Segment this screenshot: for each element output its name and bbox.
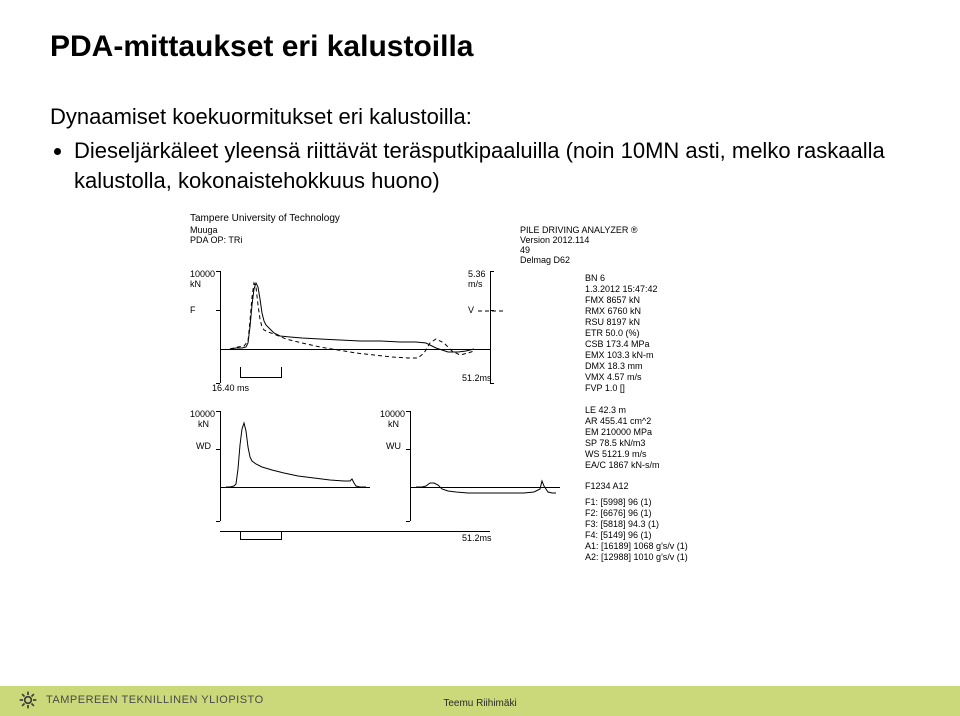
fb-line: F3: [5818] 94.3 (1) (585, 519, 688, 530)
slide: PDA-mittaukset eri kalustoilla Dynaamise… (0, 0, 960, 716)
uni-logo: TAMPEREEN TEKNILLINEN YLIOPISTO (18, 690, 264, 710)
mr-line: RMX 6760 kN (585, 306, 658, 317)
mr-line: RSU 8197 kN (585, 317, 658, 328)
fig-header-right4: Delmag D62 (520, 255, 570, 265)
bl-ytop: 10000 (190, 409, 215, 419)
lr-line: WS 5121.9 m/s (585, 449, 660, 460)
fig-header-left3: PDA OP: TRi (190, 235, 242, 245)
mr-line: FMX 8657 kN (585, 295, 658, 306)
bullet-list: Dieseljärkäleet yleensä riittävät teräsp… (50, 136, 910, 195)
fig-header-left2: Muuga (190, 225, 218, 235)
fb-line: A1: [16189] 1068 g's/v (1) (585, 541, 688, 552)
mr-line: EMX 103.3 kN-m (585, 350, 658, 361)
lr-line: EA/C 1867 kN-s/m (585, 460, 660, 471)
mid-right-block: BN 6 1.3.2012 15:47:42 FMX 8657 kN RMX 6… (585, 273, 658, 394)
lr-line: AR 455.41 cm^2 (585, 416, 660, 427)
pda-figure: Tampere University of Technology Muuga P… (190, 213, 850, 623)
bl-xright: 51.2ms (462, 533, 492, 543)
top-right-tick-mid (490, 310, 494, 311)
top-yl-var: F (190, 305, 196, 315)
bl-yvar: WD (196, 441, 211, 451)
br-yvar: WU (386, 441, 401, 451)
fig-header-right1: PILE DRIVING ANALYZER ® (520, 225, 638, 235)
br-yunit: kN (388, 419, 399, 429)
top-right-tick-top (490, 271, 494, 272)
footer: TAMPEREEN TEKNILLINEN YLIOPISTO Teemu Ri… (0, 668, 960, 716)
slide-title: PDA-mittaukset eri kalustoilla (50, 30, 910, 64)
bl-panel-svg (220, 411, 370, 531)
lower-right-block: LE 42.3 m AR 455.41 cm^2 EM 210000 MPa S… (585, 405, 660, 471)
br-ytop: 10000 (380, 409, 405, 419)
footer-author: Teemu Riihimäki (443, 698, 516, 709)
top-panel-svg (220, 271, 490, 391)
mr-line: FVP 1.0 [] (585, 383, 658, 394)
f-block: F1: [5998] 96 (1) F2: [6676] 96 (1) F3: … (585, 497, 688, 563)
br-panel-svg (410, 411, 560, 531)
fb-line: F4: [5149] 96 (1) (585, 530, 688, 541)
top-yl-unit: kN (190, 279, 201, 289)
fb-line: F1: [5998] 96 (1) (585, 497, 688, 508)
mr-line: ETR 50.0 (%) (585, 328, 658, 339)
slide-subtitle: Dynaamiset koekuormitukset eri kalustoil… (50, 104, 910, 130)
top-right-tick-bot (490, 383, 494, 384)
bullet-item: Dieseljärkäleet yleensä riittävät teräsp… (74, 136, 910, 195)
mr-line: VMX 4.57 m/s (585, 372, 658, 383)
top-right-yaxis (490, 271, 491, 383)
fb-line: A2: [12988] 1010 g's/v (1) (585, 552, 688, 563)
fig-header-right3: 49 (520, 245, 530, 255)
gear-icon (18, 690, 38, 710)
mr-line: CSB 173.4 MPa (585, 339, 658, 350)
mr-line: DMX 18.3 mm (585, 361, 658, 372)
mr-line: BN 6 (585, 273, 658, 284)
bl-yunit: kN (198, 419, 209, 429)
uni-name: TAMPEREEN TEKNILLINEN YLIOPISTO (46, 694, 264, 706)
fblock-header: F1234 A12 (585, 481, 629, 491)
fig-header-left1: Tampere University of Technology (190, 213, 340, 224)
bottom-bracket (240, 531, 282, 540)
top-yl-top: 10000 (190, 269, 215, 279)
fig-header-right2: Version 2012.114 (520, 235, 589, 245)
mr-line: 1.3.2012 15:47:42 (585, 284, 658, 295)
lr-line: LE 42.3 m (585, 405, 660, 416)
fb-line: F2: [6676] 96 (1) (585, 508, 688, 519)
lr-line: SP 78.5 kN/m3 (585, 438, 660, 449)
lr-line: EM 210000 MPa (585, 427, 660, 438)
